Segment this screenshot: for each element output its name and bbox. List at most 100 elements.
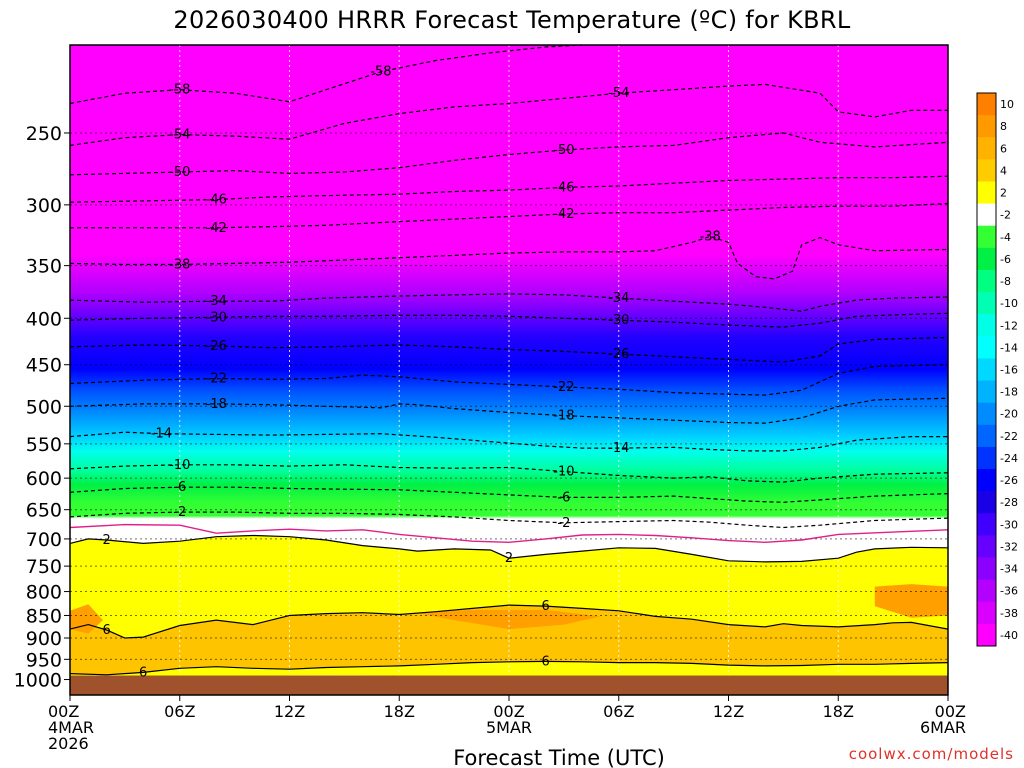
contour-label: -18 [206,397,227,412]
site-credit[interactable]: coolwx.com/models [848,745,1014,763]
contour-line [69,511,949,529]
x-tick-label: 06Z [603,702,634,721]
warm-core-8-10-0 [417,609,601,630]
contour-label: 6 [102,623,110,638]
y-tick-label: 300 [26,195,62,217]
x-tick-label: 4MAR [48,718,94,737]
x-tick-label: 06Z [164,702,195,721]
x-tick-label: 18Z [823,702,854,721]
colorbar-swatch [977,181,996,205]
colorbar-label: -30 [1000,518,1018,531]
x-tick-label: 12Z [274,702,305,721]
colorbar-swatch [977,424,996,448]
contour-label: -34 [206,294,227,309]
y-tick-label: 650 [26,500,62,522]
x-tick-label: 2026 [48,734,89,753]
contour-label: -22 [553,380,574,395]
y-tick-label: 400 [26,308,62,330]
y-tick-label: 950 [26,649,62,671]
contour-label: -26 [206,339,227,354]
contour-label: -30 [608,313,629,328]
contour-label: -58 [169,83,190,98]
contour-label: -10 [553,465,574,480]
contour-line [69,364,949,396]
colorbar-label: -34 [1000,563,1018,576]
colorbar-swatch [977,93,996,116]
contour-label: 2 [505,551,513,566]
colorbar-label: -24 [1000,452,1018,465]
colorbar-label: 10 [1000,98,1014,111]
y-tick-label: 500 [26,396,62,418]
contour-label: -2 [173,505,186,520]
warm-core-8-10-2 [874,584,948,618]
contour-label: -42 [206,221,227,236]
isotherm-0-line [69,523,949,544]
y-tick-label: 450 [26,355,62,377]
contour-label: -6 [173,480,186,495]
colorbar-label: 8 [1000,120,1007,133]
contour-line [69,534,949,563]
x-axis-label: Forecast Time (UTC) [453,746,665,768]
contour-label: -42 [553,207,574,222]
y-tick-label: 1000 [14,670,62,692]
colorbar-swatch [977,137,996,160]
contour-label: -10 [169,458,190,473]
contour-line [69,44,583,105]
colorbar-label: -28 [1000,496,1018,509]
colorbar-swatch [977,535,996,559]
colorbar-label: 2 [1000,187,1007,200]
chart-title: 2026030400 HRRR Forecast Temperature (ºC… [173,6,851,34]
contour-label: -14 [151,427,172,442]
colorbar-label: -22 [1000,430,1018,443]
colorbar-swatch [977,159,996,182]
y-tick-label: 600 [26,468,62,490]
contour-label: -54 [608,86,629,101]
colorbar-swatch [977,491,996,514]
contour-line [69,604,949,639]
contour-label: -30 [206,310,227,325]
x-tick-label: 00Z [493,702,524,721]
colorbar-swatch [977,557,996,581]
contour-line [69,293,949,312]
contour-line [69,431,948,452]
colorbar-label: -12 [1000,319,1018,332]
colorbar-frame [976,92,997,647]
colorbar-label: -8 [1000,275,1011,288]
ground-below-surface [70,675,948,695]
colorbar-label: -40 [1000,629,1018,642]
colorbar-swatch [977,579,996,603]
y-tick-label: 900 [26,628,62,650]
contour-label: 6 [541,654,549,669]
colorbar-label: -18 [1000,386,1018,399]
contour-line [69,486,949,503]
contour-line [69,235,949,280]
colorbar-label: 4 [1000,164,1007,177]
contour-label: -50 [169,165,190,180]
x-tick-label: 5MAR [486,718,532,737]
colorbar-swatch [977,446,996,470]
colorbar-label: -6 [1000,253,1011,266]
x-tick-label: 12Z [713,702,744,721]
colorbar-swatch [977,247,996,271]
colorbar-label: 6 [1000,142,1007,155]
colorbar-swatch [977,225,996,249]
contour-label: -22 [206,371,227,386]
colorbar-label: -36 [1000,585,1018,598]
colorbar-swatch [977,115,996,138]
contour-label: 6 [541,599,549,614]
colorbar-label: -26 [1000,474,1018,487]
x-tick-label: 18Z [384,702,415,721]
colorbar-label: -16 [1000,364,1018,377]
y-tick-label: 800 [26,582,62,604]
colorbar-label: -32 [1000,540,1018,553]
x-tick-label: 00Z [48,702,79,721]
contour-label: -38 [169,258,190,273]
colorbar-swatch [977,292,996,315]
contour-line [69,312,949,328]
contour-label: -26 [608,347,629,362]
contour-label: -14 [608,441,629,456]
contour-label: -18 [553,409,574,424]
colorbar-swatch [977,358,996,382]
colorbar-swatch [977,336,996,359]
